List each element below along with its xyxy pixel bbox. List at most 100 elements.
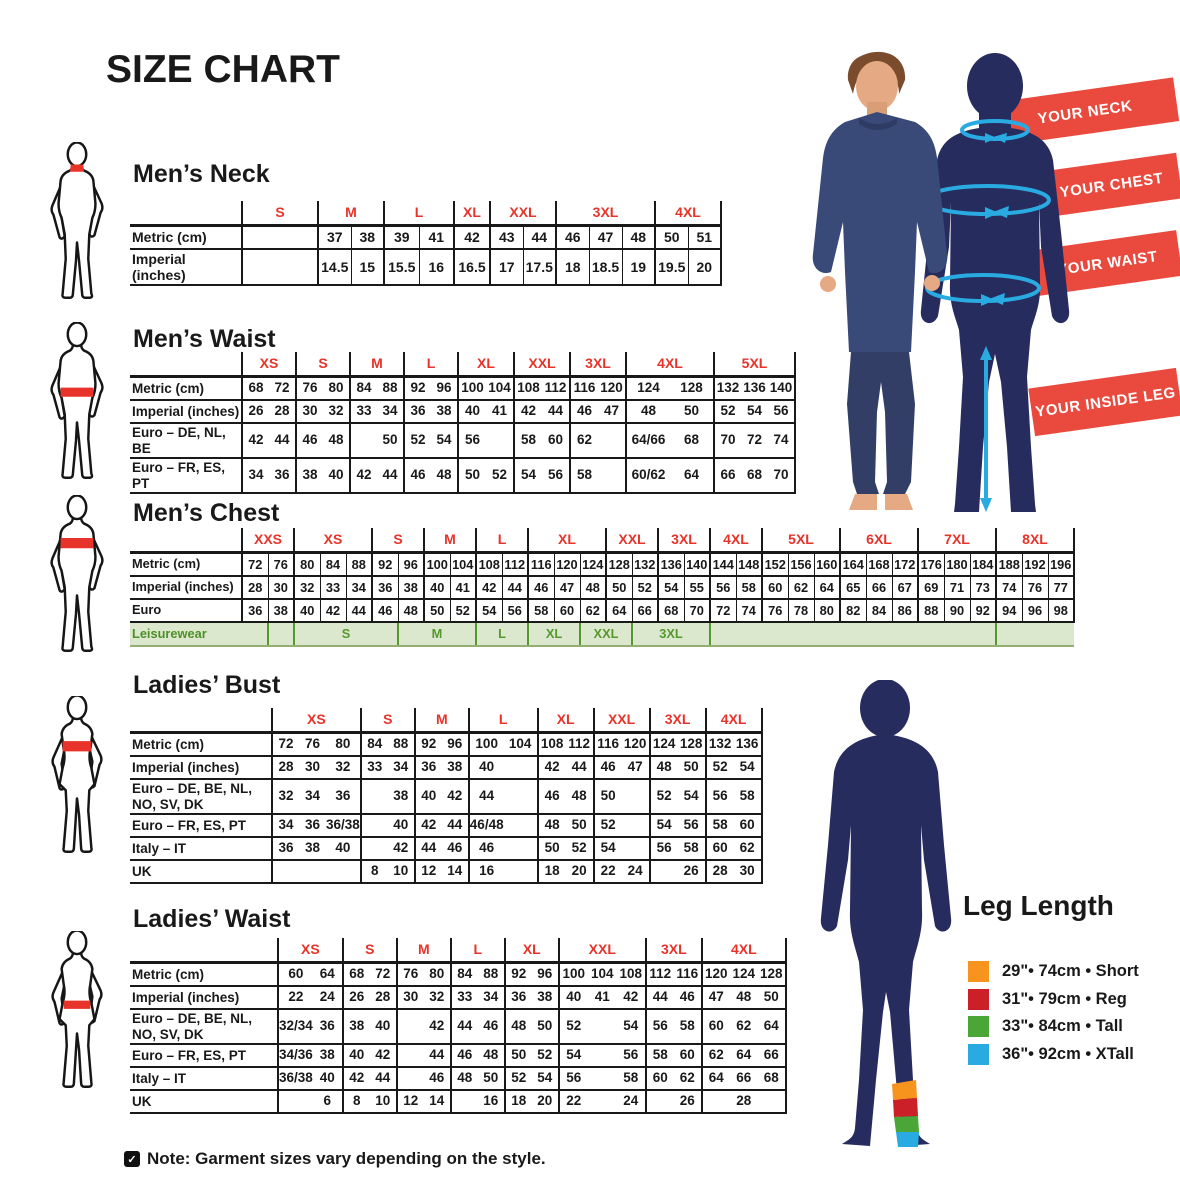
size-cell: 46 [569,400,598,424]
waist-highlight [63,1000,91,1009]
size-cell: 42 [475,576,502,600]
size-cell: 184 [969,552,996,577]
size-cell: 33 [349,400,377,424]
size-cell: 14 [423,1090,451,1115]
size-cell [598,423,626,460]
size-cell: 20 [565,860,594,885]
size-cell: 78 [787,599,814,623]
bust-highlight [62,741,92,752]
size-cell: 42 [349,458,377,495]
size-cell: 50 [654,225,688,250]
size-cell: 52 [503,1067,532,1092]
size-cell [648,860,678,885]
size-cell: 56 [616,1044,646,1069]
size-cell: 8 [341,1090,370,1115]
size-column-xxl: XXL [513,352,570,378]
size-column-3xl: 3XL [648,708,706,734]
size-cell: 69 [917,576,944,600]
size-cell: 50 [670,400,714,424]
size-cell: 48 [648,756,678,780]
leisurewear-cell: 3XL [631,622,710,647]
size-cell: 54 [513,458,542,495]
size-cell: 46 [555,225,589,250]
size-cell: 38 [531,986,559,1010]
size-cell: 70 [683,599,710,623]
size-cell: 136 [741,376,768,401]
size-cell [503,756,538,780]
size-cell: 72 [269,376,296,401]
size-cell: 56 [501,599,528,623]
size-cell: 56 [557,1067,588,1092]
size-cell: 60/62 [625,458,670,495]
size-cell: 90 [943,599,970,623]
size-cell [299,860,326,885]
table-corner [130,352,242,378]
heading-mens-neck: Men’s Neck [133,160,270,188]
measurement-silhouette [920,53,1070,512]
size-cell: 64 [700,1067,730,1092]
size-cell: 18 [555,249,589,287]
size-column-m: M [423,528,476,554]
leisurewear-cell: XXL [579,622,632,647]
size-cell: 71 [943,576,970,600]
size-cell: 48 [431,458,458,495]
row-label: Metric (cm) [130,376,242,401]
leg-length-legend: 29"• 74cm • Short 31"• 79cm • Reg 33"• 8… [968,961,1178,1071]
size-cell: 50 [757,986,787,1010]
size-cell: 60 [644,1067,674,1092]
size-cell: 108 [475,552,502,577]
size-cell: 38 [312,1044,343,1069]
size-cell: 14.5 [317,249,351,287]
size-column-s: S [359,708,415,734]
size-cell: 84 [359,732,388,757]
size-cell: 100 [557,962,588,987]
leisurewear-cell [267,622,294,647]
size-cell: 128 [670,376,714,401]
chest-highlight [60,538,94,549]
size-cell: 41 [486,400,514,424]
size-cell: 38 [387,779,415,816]
size-cell: 67 [891,576,918,600]
reg-color-swatch [968,988,989,1010]
size-cell: 58 [735,576,762,600]
size-cell: 140 [683,552,710,577]
size-cell: 50 [477,1067,505,1092]
size-cell: 24 [312,986,343,1010]
size-cell: 52 [704,756,734,780]
size-column-xxs: XXS [241,528,294,554]
size-cell: 14 [441,860,469,885]
row-label: Euro – FR, ES, PT [130,1044,278,1069]
size-cell [359,779,388,816]
female-outline-waist-highlight [51,929,103,1088]
row-label: Euro – DE, BE, NL, NO, SV, DK [130,779,272,816]
size-cell: 34 [299,779,326,816]
size-cell: 60 [733,814,763,839]
size-column-l: L [449,938,505,964]
size-cell: 48 [449,1067,478,1092]
size-cell: 46 [441,837,469,862]
size-cell: 54 [657,576,684,600]
size-cell: 30 [267,576,294,600]
size-cell: 62 [569,423,598,460]
size-cell: 70 [768,458,796,495]
size-cell: 54 [616,1009,646,1046]
size-column-s: S [341,938,397,964]
man-photo-illustration [812,51,948,510]
size-cell: 50 [605,576,632,600]
size-column-3xl: 3XL [644,938,702,964]
size-cell: 52 [557,1009,588,1046]
leg-length-title: Leg Length [963,890,1114,921]
size-cell: 104 [486,376,514,401]
size-cell: 88 [377,376,404,401]
size-cell: 120 [621,732,650,757]
size-cell: 48 [625,400,670,424]
size-cell: 62 [700,1044,730,1069]
size-cell: 180 [943,552,970,577]
size-column-4xl: 4XL [654,201,722,227]
size-cell: 28 [269,400,296,424]
size-cell: 28 [704,860,734,885]
size-cell: 10 [387,860,415,885]
size-cell: 73 [969,576,996,600]
size-cell: 8 [359,860,388,885]
size-column-6xl: 6XL [839,528,918,554]
